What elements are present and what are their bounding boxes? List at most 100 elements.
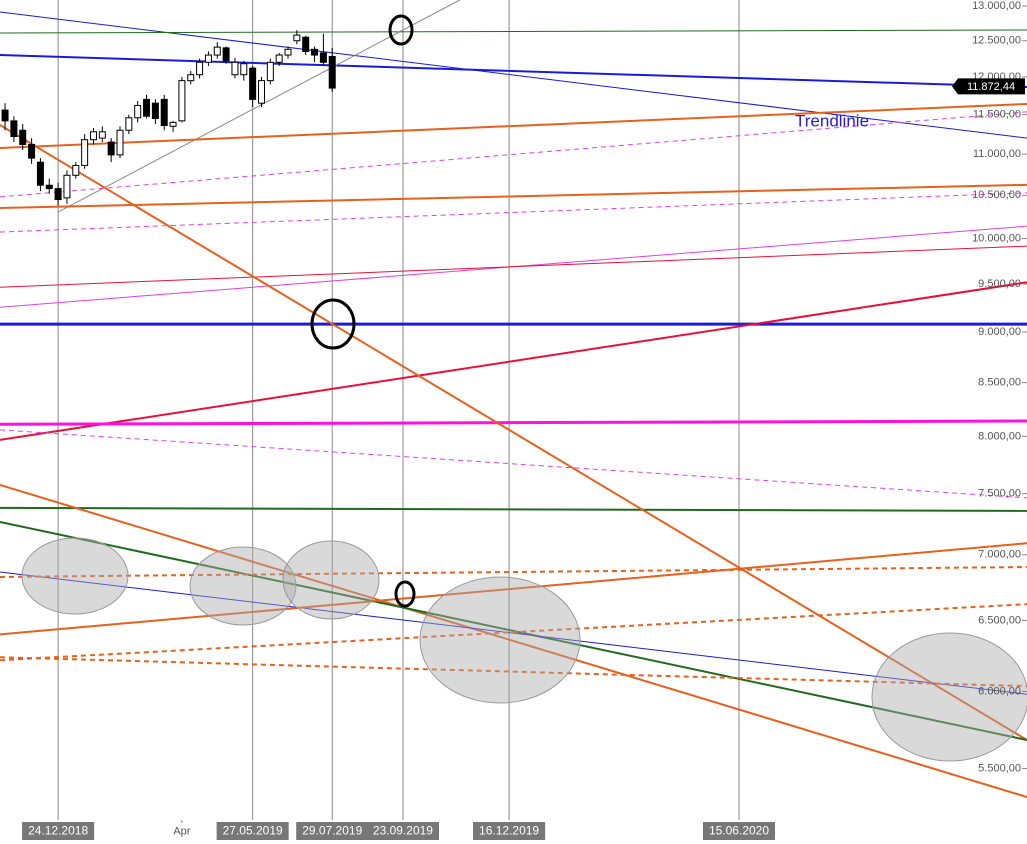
x-tick-label: 15.06.2020 — [709, 824, 769, 838]
trendline — [0, 111, 1027, 198]
candle-body — [81, 139, 89, 166]
candle-body — [98, 131, 106, 139]
y-tick-label: 13.000,00 — [972, 0, 1021, 12]
candle-body — [196, 61, 204, 76]
candles — [1, 30, 336, 206]
trendline — [0, 183, 1027, 209]
candle-body — [178, 80, 186, 122]
x-tick-label: 27.05.2019 — [223, 824, 283, 838]
highlight-ellipse — [419, 576, 581, 704]
y-tick-label: 11.500,00 — [973, 109, 1021, 121]
x-tick-box — [296, 822, 369, 840]
candle-body — [28, 143, 36, 159]
x-tick-box — [702, 822, 776, 840]
candle-body — [222, 47, 230, 62]
y-tick-label: 7.500,00 — [978, 488, 1021, 500]
trendline — [57, 0, 461, 213]
candle-body — [311, 48, 319, 56]
marker-circle — [310, 298, 356, 350]
trendline — [0, 245, 1027, 288]
y-tick-label: 11.000,00 — [973, 148, 1021, 160]
y-tick-label: 12.500,00 — [972, 35, 1021, 47]
trendline — [0, 520, 1027, 741]
candle-body — [293, 34, 301, 42]
trendline — [0, 429, 1027, 499]
y-tick-label: 9.000,00 — [978, 326, 1021, 338]
trendline — [0, 483, 1027, 799]
highlight-ellipse — [21, 537, 129, 615]
price-badge — [952, 78, 1025, 95]
y-tick-label: 5.500,00 — [978, 762, 1021, 774]
candle-body — [89, 131, 97, 141]
candle-body — [328, 55, 336, 89]
highlight-ellipse — [871, 632, 1027, 762]
highlight-ellipse — [282, 540, 380, 620]
x-tick-label: Apr — [173, 825, 190, 837]
trendline — [0, 29, 1027, 34]
x-tick-box — [22, 822, 95, 840]
y-tick-label: 8.500,00 — [978, 377, 1021, 389]
y-tick-label: 7.000,00 — [978, 549, 1021, 561]
candle-body — [160, 98, 168, 127]
trendline — [0, 11, 1027, 139]
marker-circle — [394, 580, 416, 608]
candle-body — [36, 161, 44, 186]
trendline — [0, 102, 1027, 149]
candle-body — [204, 54, 212, 63]
marker-circles — [310, 14, 416, 608]
y-tick-label: 6.500,00 — [978, 614, 1021, 626]
trendline — [0, 281, 1027, 441]
y-tick-label: 6.000,00 — [978, 685, 1021, 697]
candle-body — [151, 102, 159, 120]
y-tick-label: 8.000,00 — [978, 430, 1021, 442]
trendline — [0, 656, 1027, 688]
highlight-shapes — [21, 537, 1027, 762]
candle-body — [302, 36, 310, 52]
candle-body — [72, 164, 80, 176]
x-tick-box — [216, 822, 289, 840]
trendline — [0, 124, 1027, 741]
highlight-ellipse — [189, 546, 297, 626]
candle-body — [266, 61, 274, 82]
marker-circle — [388, 14, 414, 46]
candle-body — [231, 61, 239, 76]
candle-body — [125, 117, 133, 131]
candle-body — [1, 109, 9, 122]
trendlines — [0, 0, 1027, 799]
candle-body — [134, 104, 142, 119]
grid — [57, 0, 740, 820]
trendline — [0, 506, 1027, 512]
trendline — [0, 419, 1027, 426]
x-tick-label: 16.12.2019 — [479, 824, 539, 838]
axes: 24.12.2018 27.05.2019 29.07.2019 23.09.2019… — [22, 0, 1027, 840]
candle-body — [19, 129, 27, 145]
candle-body — [213, 46, 221, 56]
candle-body — [240, 63, 248, 76]
candle-body — [284, 48, 292, 56]
candle-body — [107, 141, 115, 156]
candle-body — [143, 98, 151, 117]
trendline — [0, 192, 1027, 233]
y-tick-label: 10.500,00 — [972, 189, 1021, 201]
y-tick-label: 9.500,00 — [978, 278, 1021, 290]
y-tick-label: 10.000,00 — [972, 232, 1021, 244]
candle-body — [249, 67, 257, 100]
candle-body — [319, 52, 327, 63]
x-tick-label: 29.07.2019 — [302, 824, 362, 838]
candle-body — [275, 54, 283, 63]
candle-body — [187, 74, 195, 82]
candle-body — [10, 120, 18, 138]
x-tick-box — [366, 822, 439, 840]
trendline — [0, 54, 1027, 88]
candle-body — [54, 188, 62, 201]
candle-body — [169, 121, 177, 127]
candle-body — [63, 174, 71, 199]
annotation: Trendlinie — [795, 111, 869, 130]
trendline — [0, 542, 1027, 636]
candle-body — [45, 184, 53, 190]
candle-body — [257, 80, 265, 104]
price-badge-label: 11.872,44 — [967, 81, 1015, 93]
x-tick-label: 23.09.2019 — [373, 824, 433, 838]
x-tick-box — [473, 822, 546, 840]
